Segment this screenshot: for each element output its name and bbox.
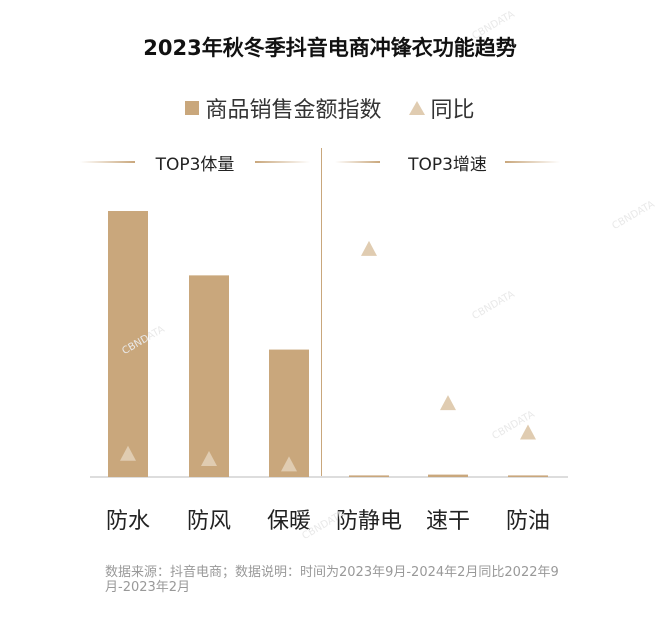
legend-item-triangle: 同比: [408, 92, 475, 124]
legend-item-bar: 商品销售金额指数: [185, 92, 382, 124]
yoy-marker-防静电: [361, 240, 377, 256]
yoy-marker-防水: [120, 445, 136, 461]
category-label: 防水: [105, 509, 150, 534]
section-line: [80, 161, 135, 163]
bar-保暖: [269, 349, 309, 477]
bar-防油: [508, 475, 548, 477]
legend-label-bar: 商品销售金额指数: [205, 98, 382, 123]
bar-防静电: [349, 475, 389, 477]
yoy-marker-速干: [440, 395, 456, 411]
group-divider: [321, 148, 322, 478]
section-header-left: TOP3体量: [80, 150, 310, 175]
bar-防风: [189, 275, 229, 477]
yoy-marker-防风: [201, 451, 217, 467]
section-line: [335, 161, 380, 163]
source-note: 数据来源：抖音电商；数据说明：时间为2023年9月-2024年2月同比2022年…: [105, 565, 559, 595]
category-label: 防静电: [335, 509, 402, 534]
section-label-right: TOP3增速: [408, 155, 487, 175]
yoy-marker-防油: [520, 424, 536, 440]
category-label: 防油: [505, 509, 550, 534]
legend-swatch-triangle: [408, 101, 425, 115]
legend-swatch-bar: [185, 101, 200, 115]
category-label: 速干: [425, 509, 470, 534]
section-label-left: TOP3体量: [155, 155, 235, 175]
bar-防水: [108, 211, 148, 477]
legend: 商品销售金额指数 同比: [0, 92, 660, 124]
legend-label-triangle: 同比: [430, 98, 475, 123]
category-label: 防风: [186, 509, 231, 534]
section-header-right: TOP3增速: [335, 150, 560, 175]
chart-title: 2023年秋冬季抖音电商冲锋衣功能趋势: [143, 36, 517, 60]
bar-速干: [428, 474, 468, 477]
category-label: 保暖: [266, 509, 311, 534]
yoy-marker-保暖: [281, 456, 297, 472]
